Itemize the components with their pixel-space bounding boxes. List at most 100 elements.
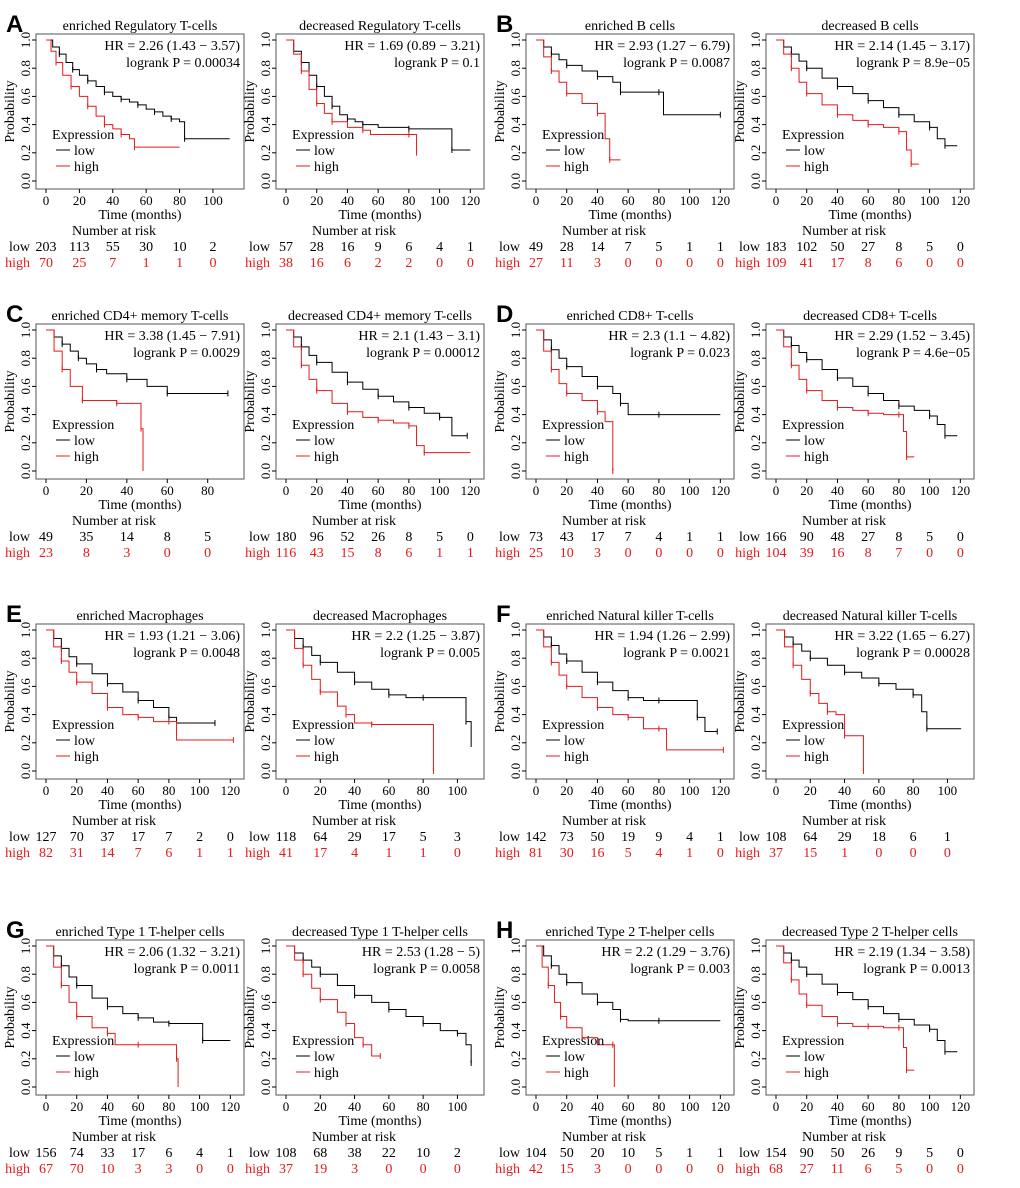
chart-title: enriched Type 1 T-helper cells	[55, 925, 224, 940]
y-tick-label: 0.6	[508, 994, 523, 1011]
x-tick-label: 80	[652, 193, 665, 208]
panel-letter: E	[6, 601, 22, 628]
x-tick-label: 80	[162, 1099, 175, 1114]
risk-high-value: 25	[72, 256, 86, 271]
y-tick-label: 0.0	[748, 463, 763, 479]
panel-letter: B	[496, 11, 513, 38]
x-tick-label: 100	[920, 483, 940, 498]
legend-low-label: low	[804, 434, 826, 449]
y-tick-label: 0.8	[18, 650, 33, 666]
chart-title: decreased Regulatory T-cells	[299, 19, 461, 34]
legend-title: Expression	[542, 718, 604, 733]
y-tick-label: 0.0	[18, 1079, 33, 1095]
risk-high-value: 1	[143, 256, 150, 271]
x-tick-label: 100	[448, 1099, 468, 1114]
risk-high-value: 17	[313, 846, 327, 861]
x-tick-label: 100	[430, 483, 450, 498]
y-tick-label: 0.4	[258, 116, 273, 133]
x-axis-label: Time (months)	[588, 498, 671, 513]
risk-high-value: 116	[276, 546, 296, 561]
legend-high-label: high	[804, 160, 829, 175]
legend-high-label: high	[74, 450, 99, 465]
risk-high-value: 31	[70, 846, 84, 861]
x-tick-label: 60	[140, 193, 153, 208]
legend-low-label: low	[314, 1050, 336, 1065]
risk-high-value: 16	[310, 256, 324, 271]
risk-low-value: 108	[766, 830, 787, 845]
km-panel: decreased Macrophages HR = 2.2 (1.25 − 3.…	[243, 609, 485, 861]
risk-low-value: 0	[227, 830, 234, 845]
y-tick-label: 0.2	[18, 735, 33, 751]
risk-low-value: 43	[560, 530, 574, 545]
risk-low-value: 4	[655, 530, 662, 545]
logrank-p-text: logrank P = 0.0058	[373, 962, 480, 977]
risk-high-value: 27	[800, 1162, 814, 1177]
risk-low-value: 5	[204, 530, 211, 545]
risk-low-value: 118	[276, 830, 296, 845]
risk-high-value: 0	[164, 546, 171, 561]
y-axis-label: Probability	[243, 670, 258, 732]
risk-low-value: 4	[196, 1146, 203, 1161]
y-tick-label: 0.2	[18, 435, 33, 451]
plot-frame	[35, 939, 245, 1096]
risk-low-value: 104	[526, 1146, 547, 1161]
y-tick-label: 0.2	[748, 435, 763, 451]
risk-high-value: 6	[344, 256, 351, 271]
x-tick-label: 20	[560, 1099, 573, 1114]
risk-high-value: 0	[926, 1162, 933, 1177]
legend-low-label: low	[314, 734, 336, 749]
risk-low-value: 127	[36, 830, 57, 845]
risk-low-value: 5	[655, 240, 662, 255]
risk-high-value: 38	[279, 256, 293, 271]
y-tick-label: 0.2	[258, 435, 273, 451]
logrank-p-text: logrank P = 0.00028	[856, 646, 970, 661]
risk-low-value: 33	[100, 1146, 114, 1161]
x-tick-label: 60	[161, 483, 174, 498]
logrank-p-text: logrank P = 0.023	[630, 346, 730, 361]
hazard-ratio-text: HR = 2.29 (1.52 − 3.45)	[834, 329, 970, 344]
legend-title: Expression	[52, 418, 114, 433]
risk-low-value: 1	[686, 240, 693, 255]
legend-low-label: low	[74, 734, 96, 749]
legend-high-label: high	[74, 750, 99, 765]
risk-high-value: 4	[655, 846, 662, 861]
risk-low-value: 10	[173, 240, 187, 255]
x-tick-label: 0	[283, 783, 290, 798]
x-tick-label: 40	[831, 1099, 844, 1114]
risk-low-value: 142	[526, 830, 547, 845]
y-tick-label: 1.0	[748, 322, 763, 338]
risk-table-title: Number at risk	[312, 814, 396, 829]
y-tick-label: 0.6	[258, 88, 273, 105]
y-tick-label: 0.8	[748, 650, 763, 666]
risk-high-row-label: high	[5, 256, 30, 271]
risk-high-value: 0	[655, 1162, 662, 1177]
x-tick-label: 40	[591, 483, 604, 498]
km-panel: decreased B cells HR = 2.14 (1.45 − 3.17)…	[733, 19, 975, 271]
risk-high-value: 0	[385, 1162, 392, 1177]
legend-low-label: low	[314, 434, 336, 449]
plot-frame	[35, 623, 245, 780]
x-tick-label: 0	[283, 483, 290, 498]
risk-high-value: 16	[590, 846, 604, 861]
y-tick-label: 0.6	[748, 678, 763, 695]
x-tick-label: 80	[173, 193, 186, 208]
risk-low-value: 9	[895, 1146, 902, 1161]
x-tick-label: 0	[533, 483, 540, 498]
x-tick-label: 60	[622, 783, 635, 798]
x-tick-label: 60	[382, 783, 395, 798]
survival-curve-high	[536, 39, 621, 161]
logrank-p-text: logrank P = 0.0013	[863, 962, 970, 977]
chart-title: decreased CD8+ T-cells	[803, 309, 937, 324]
y-tick-label: 0.2	[508, 1051, 523, 1067]
survival-curve-high	[776, 629, 864, 771]
survival-curve-high	[46, 945, 179, 1087]
risk-low-value: 1	[944, 830, 951, 845]
risk-low-value: 2	[196, 830, 203, 845]
x-tick-label: 80	[892, 483, 905, 498]
risk-high-value: 8	[83, 546, 90, 561]
x-tick-label: 0	[533, 193, 540, 208]
risk-high-value: 5	[895, 1162, 902, 1177]
risk-high-value: 15	[803, 846, 817, 861]
risk-low-row-label: low	[739, 830, 761, 845]
